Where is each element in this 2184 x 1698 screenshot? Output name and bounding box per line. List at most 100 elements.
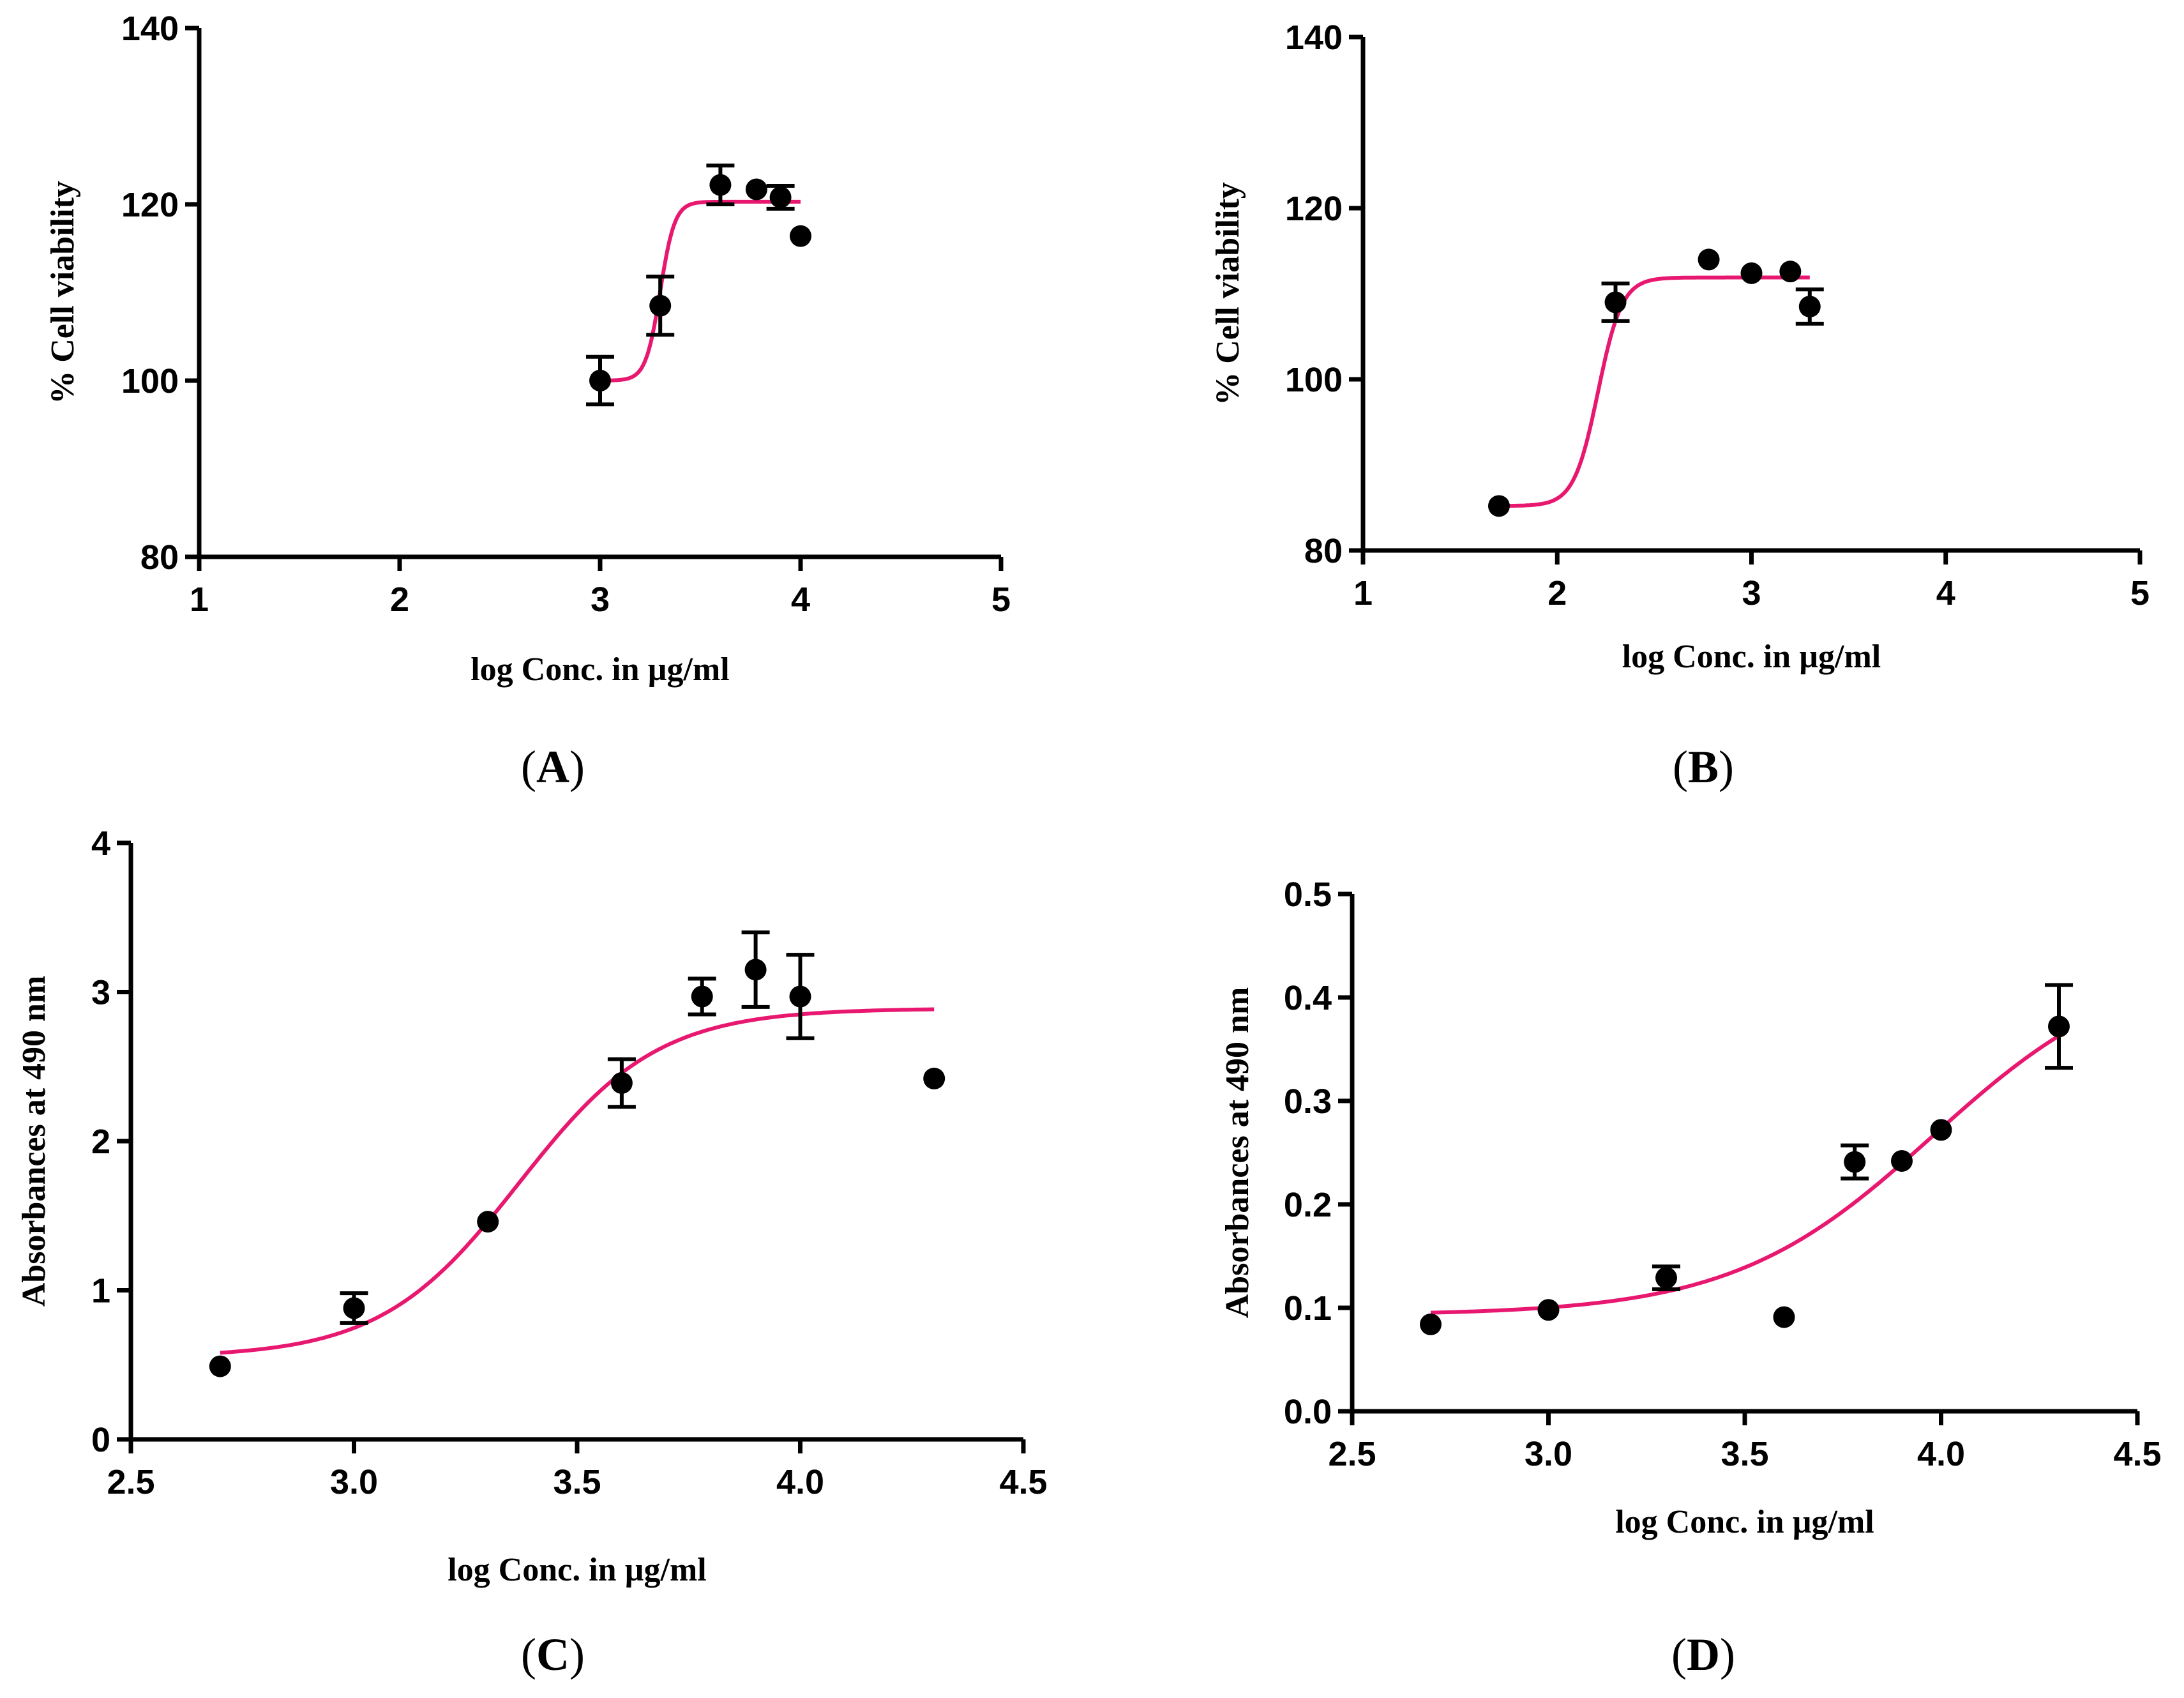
x-tick-label: 4 xyxy=(791,580,810,619)
panel-label-letter: A xyxy=(536,741,569,792)
y-axis-title: Absorbances at 490 nm xyxy=(1219,987,1256,1319)
panel-a: 1 2 3 4 5 80 100 120 140 log Conc. in µg/ml % Ce… xyxy=(45,10,1011,792)
data-point xyxy=(709,174,732,196)
fit-curve xyxy=(1430,1034,2060,1315)
y-tick-label: 0.1 xyxy=(1284,1289,1332,1328)
fit-curve-group xyxy=(1430,1034,2060,1315)
x-axis-title: log Conc. in µg/ml xyxy=(1615,1504,1874,1540)
data-point xyxy=(769,186,792,208)
panel-label-letter: C xyxy=(536,1629,569,1680)
fit-curve xyxy=(1499,275,1810,508)
data-point xyxy=(744,959,767,981)
panel-b: 1 2 3 4 5 80 100 120 140 log Conc. in µg/ml % Ce… xyxy=(1210,19,2150,792)
y-tick-label: 140 xyxy=(1285,19,1343,57)
points-group xyxy=(209,930,945,1377)
fit-curve-group xyxy=(1499,275,1810,508)
data-point xyxy=(1930,1119,1952,1141)
points-group xyxy=(1487,248,1824,517)
data-point xyxy=(923,1067,945,1089)
data-point xyxy=(1487,495,1510,517)
y-tick-label: 3 xyxy=(91,974,110,1012)
axes: 2.5 3.0 3.5 4.0 4.5 0.0 0.1 0.2 0.3 0.4 0.5 xyxy=(1284,876,2162,1473)
y-tick-label: 0 xyxy=(91,1421,110,1459)
y-axis-title: Absorbances at 490 nm xyxy=(16,976,52,1307)
x-tick-label: 2.5 xyxy=(107,1463,154,1501)
x-tick-label: 2.5 xyxy=(1328,1435,1376,1473)
y-tick-label: 100 xyxy=(121,362,179,400)
y-tick-label: 0.0 xyxy=(1284,1393,1332,1431)
points-group xyxy=(1420,983,2073,1335)
y-axis-title: % Cell viability xyxy=(45,181,81,404)
panel-d: 2.5 3.0 3.5 4.0 4.5 0.0 0.1 0.2 0.3 0.4 0.5 log Co… xyxy=(1219,876,2162,1680)
x-tick-label: 4 xyxy=(1936,574,1955,612)
x-tick-label: 2 xyxy=(390,580,409,619)
data-point xyxy=(1655,1267,1677,1289)
fit-curve xyxy=(600,199,801,383)
x-tick-label: 3.0 xyxy=(1525,1435,1572,1473)
y-tick-label: 0.3 xyxy=(1284,1082,1332,1121)
panel-label: (B) xyxy=(1673,741,1734,792)
y-tick-label: 2 xyxy=(91,1123,110,1161)
panel-label: (C) xyxy=(521,1629,585,1680)
data-point xyxy=(1779,261,1802,283)
x-tick-label: 4.5 xyxy=(2113,1435,2161,1473)
points-group xyxy=(586,163,811,407)
y-tick-label: 4 xyxy=(91,824,110,863)
data-point xyxy=(1798,296,1821,318)
data-point xyxy=(589,370,611,391)
axes: 2.5 3.0 3.5 4.0 4.5 0 1 2 3 4 xyxy=(91,824,1048,1501)
y-tick-label: 120 xyxy=(121,186,179,224)
data-point xyxy=(789,985,811,1008)
y-tick-label: 120 xyxy=(1285,190,1343,228)
panel-label-letter: D xyxy=(1687,1629,1720,1680)
data-point xyxy=(649,294,672,317)
y-tick-label: 140 xyxy=(121,10,179,48)
x-tick-label: 1 xyxy=(190,580,209,619)
x-axis-title: log Conc. in µg/ml xyxy=(448,1552,707,1588)
data-point xyxy=(1844,1151,1866,1173)
x-tick-label: 2 xyxy=(1548,574,1567,612)
axes: 1 2 3 4 5 80 100 120 140 xyxy=(121,10,1011,619)
fit-curve-group xyxy=(220,1007,935,1355)
panel-label-letter: B xyxy=(1688,741,1719,792)
x-tick-label: 4.0 xyxy=(1917,1435,1965,1473)
data-point xyxy=(2048,1015,2070,1038)
x-tick-label: 3.5 xyxy=(1721,1435,1768,1473)
data-point xyxy=(1604,291,1627,314)
data-point xyxy=(790,225,811,247)
fit-curve xyxy=(220,1007,935,1355)
data-point xyxy=(209,1355,231,1377)
data-point xyxy=(1420,1313,1442,1335)
x-tick-label: 4.0 xyxy=(776,1463,824,1501)
y-tick-label: 100 xyxy=(1285,361,1343,399)
data-point xyxy=(610,1072,633,1094)
data-point xyxy=(1773,1306,1795,1328)
y-tick-label: 0.2 xyxy=(1284,1186,1332,1224)
data-point xyxy=(1891,1149,1913,1172)
x-tick-label: 4.5 xyxy=(999,1463,1047,1501)
axes: 1 2 3 4 5 80 100 120 140 xyxy=(1285,19,2150,612)
x-tick-label: 5 xyxy=(2130,574,2150,612)
data-point xyxy=(477,1211,499,1233)
y-tick-label: 80 xyxy=(1304,532,1343,570)
x-tick-label: 3 xyxy=(591,580,610,619)
y-axis-title: % Cell viability xyxy=(1210,182,1246,406)
data-point xyxy=(1698,248,1720,271)
y-tick-label: 1 xyxy=(91,1272,110,1310)
data-point xyxy=(343,1297,365,1319)
y-tick-label: 0.5 xyxy=(1284,876,1332,914)
panel-label: (D) xyxy=(1671,1629,1735,1680)
data-point xyxy=(691,985,713,1008)
data-point xyxy=(1740,262,1763,284)
x-tick-label: 3.5 xyxy=(553,1463,601,1501)
data-point xyxy=(1537,1299,1560,1321)
y-tick-label: 80 xyxy=(140,538,179,577)
data-point xyxy=(745,178,767,201)
x-axis-title: log Conc. in µg/ml xyxy=(1622,639,1881,675)
x-tick-label: 1 xyxy=(1353,574,1373,612)
x-axis-title: log Conc. in µg/ml xyxy=(471,651,730,688)
panel-label: (A) xyxy=(521,741,585,792)
y-tick-label: 0.4 xyxy=(1284,979,1332,1017)
